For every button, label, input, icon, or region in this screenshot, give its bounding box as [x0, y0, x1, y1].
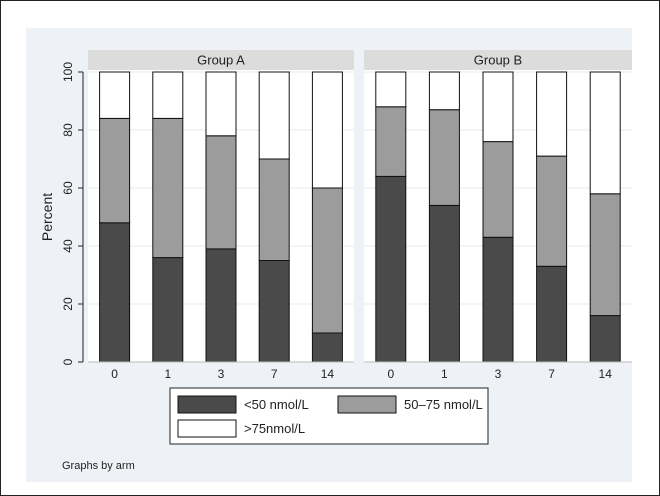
legend-label: 50–75 nmol/L	[404, 397, 483, 412]
bar-segment	[375, 175, 407, 363]
bar-segment	[152, 117, 184, 259]
y-tick-label: 100	[61, 62, 75, 82]
legend-swatch	[337, 395, 397, 414]
bar-segment	[152, 257, 184, 363]
y-tick-label: 40	[61, 239, 75, 253]
bar-segment	[428, 204, 460, 363]
y-axis-label: Percent	[39, 193, 55, 241]
bar-segment	[482, 71, 514, 143]
y-tick-label: 60	[61, 181, 75, 195]
x-tick-label: 0	[111, 367, 118, 381]
panel-title: Group A	[197, 53, 245, 68]
panel-title: Group B	[474, 53, 522, 68]
bar-segment	[205, 248, 237, 363]
bar-segment	[428, 109, 460, 206]
bar-segment	[536, 71, 568, 157]
bar-segment	[589, 193, 621, 317]
bar-segment	[375, 106, 407, 177]
bar-segment	[482, 141, 514, 238]
bar-segment	[99, 71, 131, 119]
bar-segment	[375, 71, 407, 108]
bar-segment	[589, 71, 621, 195]
x-tick-label: 3	[218, 367, 225, 381]
panel-strip	[364, 50, 632, 70]
y-tick-label: 20	[61, 297, 75, 311]
x-tick-label: 7	[271, 367, 278, 381]
bar-segment	[589, 315, 621, 363]
legend-label: <50 nmol/L	[244, 397, 309, 412]
legend-swatch	[177, 419, 237, 438]
bar-segment	[205, 135, 237, 250]
panel-strip	[88, 50, 354, 70]
legend-swatch	[177, 395, 237, 414]
y-tick-label: 80	[61, 123, 75, 137]
bar-segment	[99, 222, 131, 363]
bar-segment	[311, 187, 343, 334]
bar-segment	[205, 71, 237, 137]
legend-label: >75nmol/L	[244, 421, 305, 436]
bar-segment	[428, 71, 460, 111]
bar-segment	[99, 117, 131, 224]
x-tick-label: 14	[321, 367, 335, 381]
x-tick-label: 3	[495, 367, 502, 381]
bar-segment	[258, 71, 290, 160]
bar-segment	[536, 265, 568, 363]
bar-segment	[258, 158, 290, 261]
x-tick-label: 1	[441, 367, 448, 381]
footnote: Graphs by arm	[62, 460, 135, 472]
bar-segment	[152, 71, 184, 119]
bar-segment	[482, 236, 514, 363]
bar-segment	[311, 332, 343, 363]
x-tick-label: 14	[599, 367, 613, 381]
x-tick-label: 0	[387, 367, 394, 381]
y-tick-label: 0	[61, 358, 75, 365]
bar-segment	[536, 155, 568, 267]
x-tick-label: 1	[164, 367, 171, 381]
bar-segment	[258, 260, 290, 363]
bar-segment	[311, 71, 343, 189]
x-tick-label: 7	[548, 367, 555, 381]
